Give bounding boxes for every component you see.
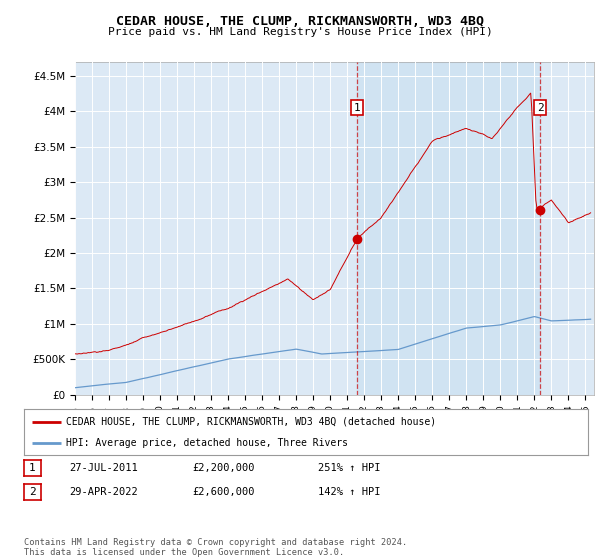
Text: 29-APR-2022: 29-APR-2022 [69,487,138,497]
Text: 142% ↑ HPI: 142% ↑ HPI [318,487,380,497]
Text: £2,200,000: £2,200,000 [192,463,254,473]
Text: £2,600,000: £2,600,000 [192,487,254,497]
Text: 2: 2 [536,102,544,113]
Text: CEDAR HOUSE, THE CLUMP, RICKMANSWORTH, WD3 4BQ (detached house): CEDAR HOUSE, THE CLUMP, RICKMANSWORTH, W… [66,417,436,427]
Text: 2: 2 [29,487,36,497]
Text: 1: 1 [353,102,361,113]
Text: 27-JUL-2011: 27-JUL-2011 [69,463,138,473]
Bar [357,62,540,395]
Text: Price paid vs. HM Land Registry's House Price Index (HPI): Price paid vs. HM Land Registry's House … [107,27,493,37]
Text: CEDAR HOUSE, THE CLUMP, RICKMANSWORTH, WD3 4BQ: CEDAR HOUSE, THE CLUMP, RICKMANSWORTH, W… [116,15,484,27]
Text: 251% ↑ HPI: 251% ↑ HPI [318,463,380,473]
Text: 1: 1 [29,463,36,473]
Text: HPI: Average price, detached house, Three Rivers: HPI: Average price, detached house, Thre… [66,438,348,448]
Text: Contains HM Land Registry data © Crown copyright and database right 2024.
This d: Contains HM Land Registry data © Crown c… [24,538,407,557]
